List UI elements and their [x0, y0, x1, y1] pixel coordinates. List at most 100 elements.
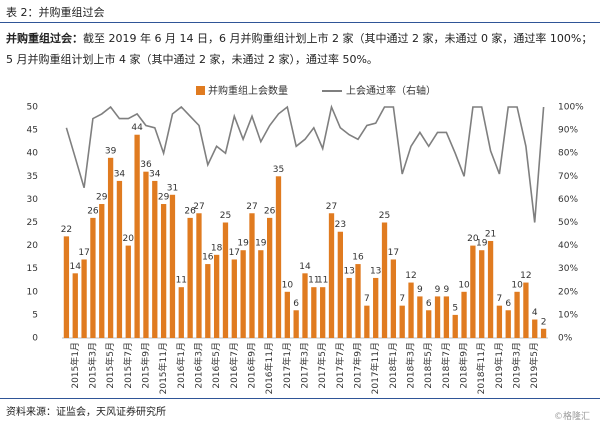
- bar-label: 6: [426, 299, 432, 309]
- y2-tick-label: 0%: [558, 334, 573, 344]
- bar-label: 4: [532, 308, 538, 318]
- bar: [99, 204, 105, 338]
- bar-label: 9: [417, 285, 423, 295]
- x-tick-label: 2015年7月: [122, 342, 134, 389]
- bar-label: 25: [220, 211, 231, 221]
- bar: [222, 222, 229, 338]
- bar-label: 17: [388, 248, 399, 258]
- y2-tick-label: 80%: [558, 149, 578, 159]
- title: 表 2：并购重组过会: [6, 6, 105, 19]
- y2-tick-label: 60%: [558, 195, 578, 205]
- bar: [160, 204, 167, 338]
- legend-label: 上会通过率（右轴）: [346, 84, 436, 97]
- bar-label: 13: [343, 266, 354, 276]
- bar-label: 19: [255, 239, 267, 249]
- bar: [328, 213, 335, 338]
- y2-tick-label: 20%: [558, 287, 578, 297]
- bar-label: 26: [87, 206, 99, 216]
- bar: [231, 259, 237, 338]
- x-tick-label: 2015年1月: [69, 342, 81, 389]
- x-tick-label: 2018年11月: [475, 342, 487, 394]
- bar: [452, 314, 458, 338]
- bar: [443, 296, 450, 338]
- bar: [408, 282, 414, 338]
- bar: [213, 254, 220, 338]
- y-tick-label: 10: [27, 287, 39, 297]
- bar: [346, 277, 352, 338]
- x-tick-label: 2018年1月: [387, 342, 399, 389]
- x-tick-label: 2019年1月: [493, 342, 505, 389]
- bar-label: 10: [511, 280, 523, 290]
- subtitle: 并购重组过会：截至 2019 年 6 月 14 日，6 月并购重组计划上市 2 …: [6, 28, 594, 70]
- bar-label: 27: [246, 202, 257, 212]
- bar: [275, 176, 282, 338]
- y2-tick-label: 50%: [558, 218, 578, 228]
- bar: [470, 245, 476, 338]
- x-tick-label: 2016年3月: [192, 342, 204, 389]
- x-tick-label: 2017年3月: [299, 342, 311, 389]
- bar: [505, 310, 511, 338]
- y2-tick-label: 70%: [558, 172, 578, 182]
- bar-label: 19: [237, 239, 249, 249]
- x-tick-label: 2019年3月: [511, 342, 523, 389]
- bar-label: 39: [105, 146, 117, 156]
- x-tick-label: 2018年9月: [458, 342, 470, 389]
- legend-swatch: [196, 86, 205, 95]
- bar: [514, 291, 520, 338]
- bar-label: 13: [370, 266, 381, 276]
- y-tick-label: 40: [27, 149, 39, 159]
- y2-tick-label: 90%: [558, 126, 578, 136]
- bar: [267, 217, 273, 338]
- bar-label: 27: [326, 202, 337, 212]
- bar-label: 17: [78, 248, 89, 258]
- y-tick-label: 30: [27, 195, 39, 205]
- rule: [0, 398, 600, 399]
- bar-label: 11: [317, 276, 328, 286]
- bar: [311, 287, 317, 338]
- y-tick-label: 15: [27, 264, 38, 274]
- bar: [373, 277, 379, 338]
- x-tick-label: 2016年7月: [228, 342, 240, 389]
- x-tick-label: 2017年1月: [281, 342, 293, 389]
- bar: [196, 213, 202, 338]
- line: [65, 104, 545, 223]
- y2-tick-label: 10%: [558, 310, 578, 320]
- bar: [390, 259, 397, 338]
- bar: [125, 245, 131, 338]
- watermark: ©格隆汇: [553, 412, 590, 422]
- bar-label: 29: [158, 193, 170, 203]
- bar-label: 35: [273, 165, 284, 175]
- bar: [302, 273, 308, 338]
- bar: [152, 180, 158, 338]
- bar: [320, 287, 326, 338]
- bar-label: 16: [352, 253, 364, 263]
- bar: [249, 213, 255, 338]
- bar-label: 23: [335, 220, 346, 230]
- bar: [187, 217, 193, 338]
- bar: [178, 287, 184, 338]
- x-tick-label: 2018年5月: [422, 342, 434, 389]
- bar: [523, 282, 529, 338]
- bar-label: 19: [476, 239, 488, 249]
- bar-label: 12: [520, 271, 531, 281]
- bar-label: 22: [61, 225, 72, 235]
- bar: [337, 231, 343, 338]
- bar: [293, 310, 299, 338]
- y2-tick-label: 100%: [558, 103, 584, 113]
- bar-label: 44: [131, 123, 143, 133]
- bar-label: 27: [193, 202, 204, 212]
- bar-label: 11: [176, 276, 187, 286]
- bar: [63, 236, 70, 338]
- bar: [532, 319, 538, 338]
- bar: [496, 305, 503, 338]
- bar-label: 7: [364, 294, 370, 304]
- bar-label: 11: [308, 276, 319, 286]
- bar-label: 16: [202, 253, 214, 263]
- bar: [81, 259, 87, 338]
- bar-label: 18: [211, 243, 223, 253]
- chart: 051015202530354045500%10%20%30%40%50%60%…: [27, 84, 585, 394]
- x-tick-label: 2018年3月: [405, 342, 417, 389]
- bar: [116, 180, 123, 338]
- bar: [240, 250, 246, 338]
